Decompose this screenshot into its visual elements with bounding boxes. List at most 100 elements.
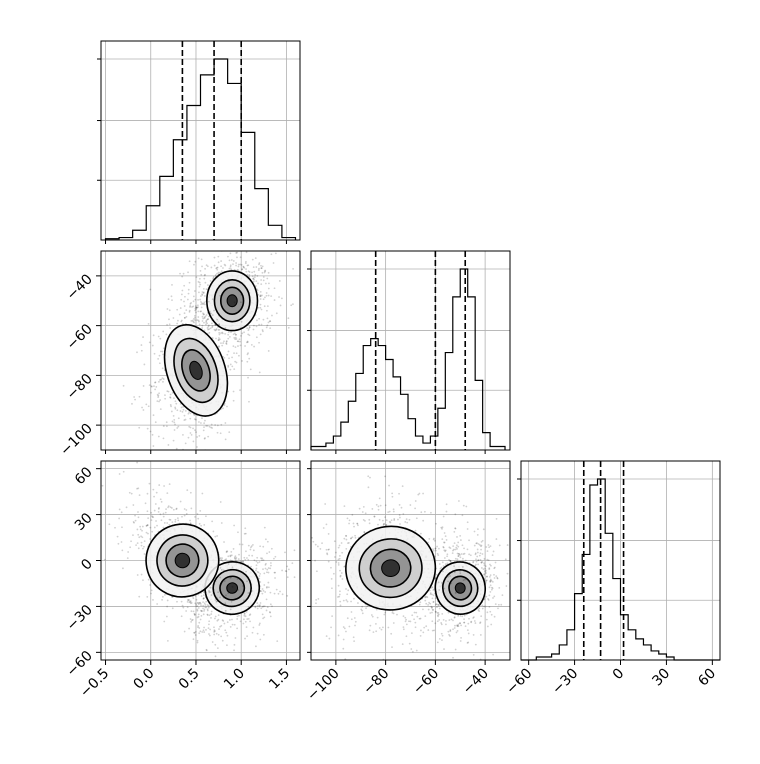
scatter-point [433,537,435,540]
scatter-point [264,591,267,593]
scatter-point [207,627,210,629]
scatter-point [185,513,188,515]
hist-bar [453,297,460,450]
scatter-point [491,587,494,590]
scatter-point [219,432,222,435]
scatter-point [268,611,271,613]
scatter-point [206,608,209,611]
scatter-point [457,545,460,548]
scatter-point [214,324,217,327]
scatter-point [209,591,211,594]
scatter-point [367,475,370,478]
scatter-point [138,595,141,598]
scatter-point [153,526,156,529]
scatter-point [222,342,225,344]
scatter-point [243,612,246,615]
scatter-point [246,557,248,559]
scatter-point [246,618,249,620]
scatter-point [479,552,482,555]
scatter-point [214,274,217,276]
scatter-point [175,507,178,510]
scatter-point [434,547,437,550]
scatter-point [460,624,463,627]
scatter-point [439,569,441,572]
scatter-point [477,609,480,611]
scatter-point [169,506,172,509]
scatter-point [138,426,141,429]
scatter-point [205,591,207,594]
scatter-point [137,547,140,550]
scatter-point [163,522,166,524]
scatter-point [243,331,245,334]
scatter-point [259,306,262,309]
scatter-point [229,363,232,366]
scatter-point [238,543,241,546]
scatter-point [193,613,196,616]
scatter-point [203,608,206,611]
scatter-point [157,394,160,397]
scatter-point [431,607,433,609]
scatter-point [200,595,203,597]
scatter-point [266,606,269,608]
hist-bar [628,630,636,660]
scatter-point [193,418,196,421]
scatter-point [202,429,205,432]
scatter-point [176,600,178,603]
scatter-point [392,508,395,511]
scatter-point [302,567,304,569]
scatter-point [260,630,262,632]
scatter-point [259,602,262,604]
scatter-point [190,610,193,613]
scatter-point [89,486,91,488]
scatter-point [189,426,192,429]
scatter-point [278,280,281,282]
scatter-point [257,306,260,309]
scatter-point [291,562,294,565]
scatter-point [259,295,262,298]
scatter-point [266,324,269,327]
scatter-point [253,345,256,348]
scatter-point [441,612,444,615]
scatter-point [217,261,220,264]
scatter-point [150,592,152,595]
scatter-point [246,264,249,267]
scatter-point [150,589,153,592]
scatter-point [262,589,265,592]
hist-bar [408,419,415,450]
scatter-point [237,340,240,343]
scatter-point [432,594,435,597]
scatter-point [230,600,233,603]
scatter-point [227,337,230,340]
scatter-point [120,541,123,543]
scatter-point [233,301,236,304]
x-tick-label: 1.5 [266,666,293,693]
scatter-point [251,631,254,634]
scatter-point [201,492,204,495]
hist-bar [363,346,370,450]
scatter-point [260,283,263,286]
scatter-point [449,547,452,550]
scatter-point [348,522,350,525]
scatter-point [234,558,237,561]
scatter-point [217,326,219,328]
scatter-point [211,337,214,339]
scatter-point [270,253,273,256]
scatter-point [197,310,200,313]
scatter-point [456,624,459,627]
scatter-point [201,631,204,633]
hist-bar [445,353,452,450]
scatter-point [488,567,491,570]
scatter-point [191,319,194,322]
scatter-point [235,338,238,340]
scatter-point [290,304,293,307]
scatter-point [472,560,475,563]
scatter-point [348,519,351,522]
scatter-point [193,631,196,634]
scatter-point [174,518,177,521]
scatter-point [492,597,494,599]
scatter-point [240,320,243,323]
scatter-point [206,613,209,616]
scatter-point [374,622,377,625]
scatter-point [193,612,196,615]
scatter-point [139,528,142,531]
